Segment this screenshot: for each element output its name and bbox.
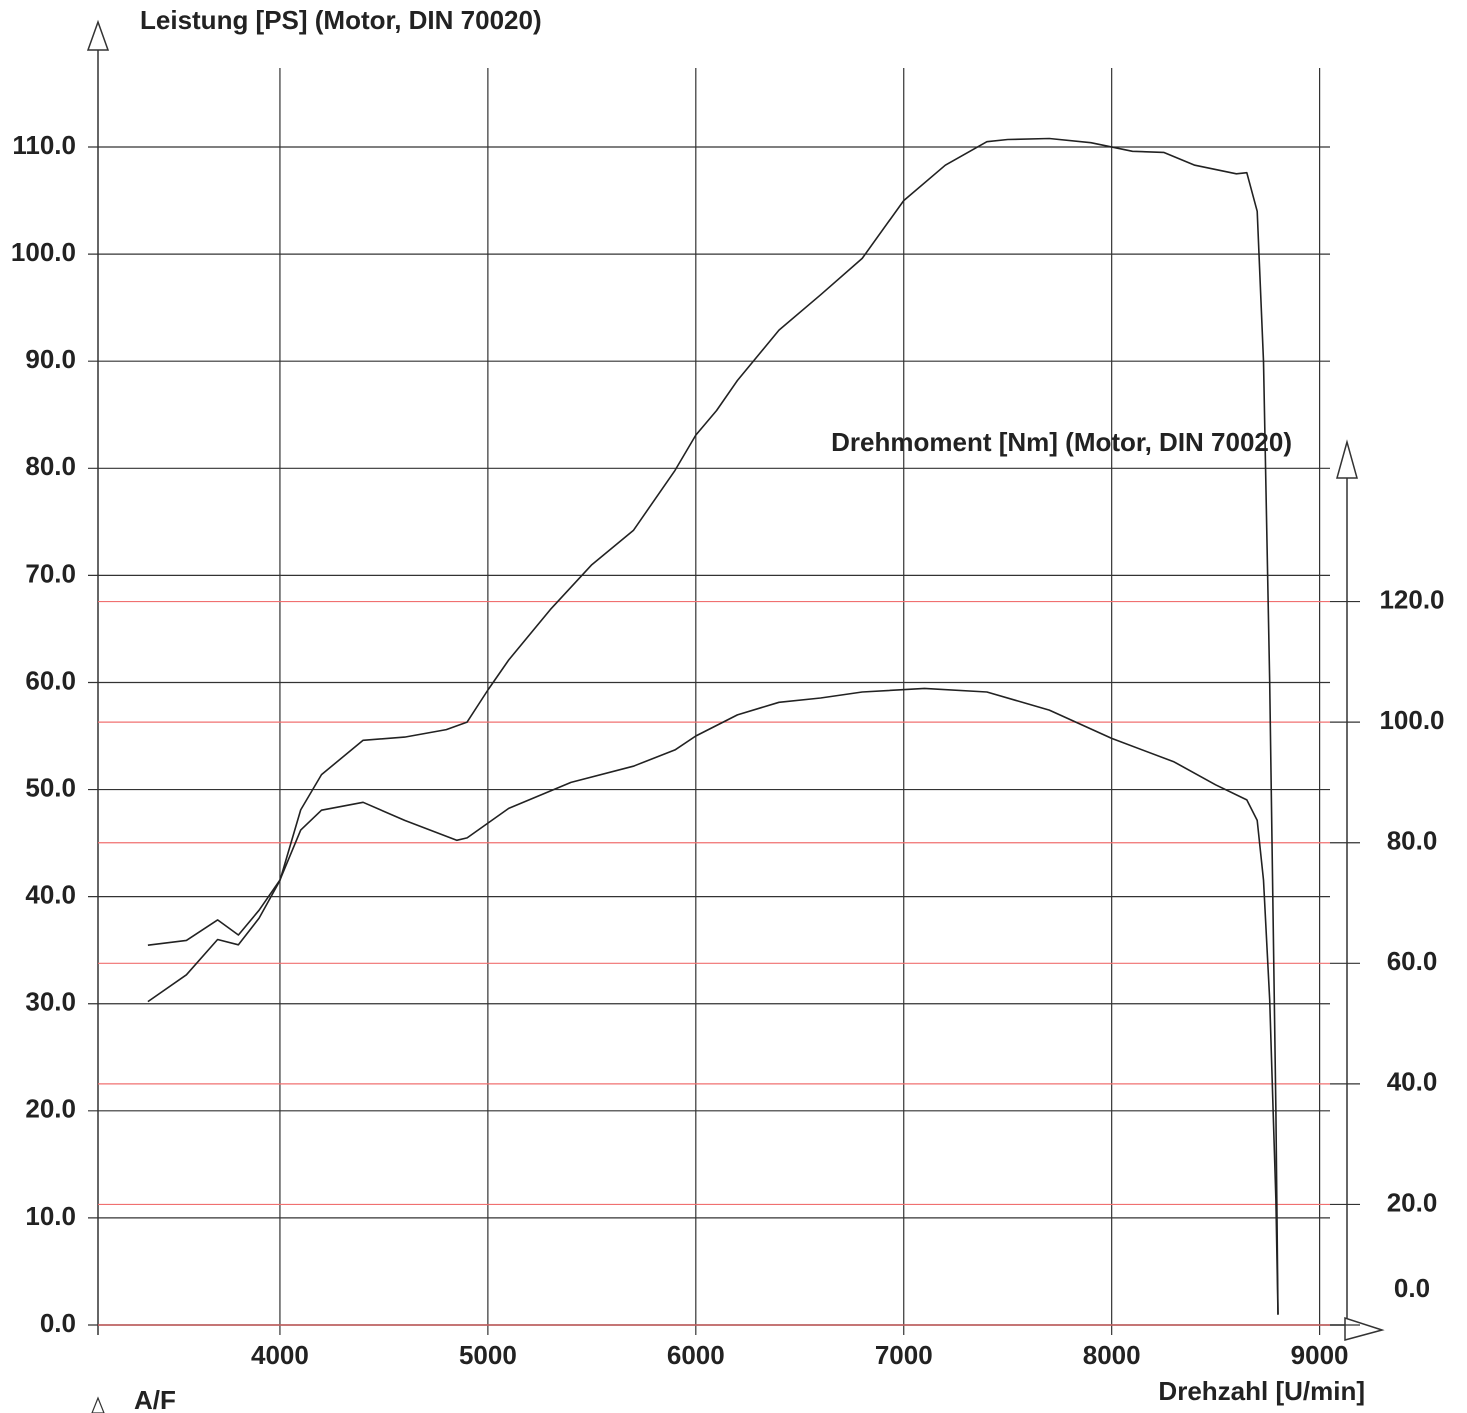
y2-tick-label: 40.0 — [1387, 1067, 1438, 1097]
y2-axis-arrow — [1336, 439, 1358, 479]
x-tick-label: 7000 — [875, 1340, 933, 1370]
y-tick-label: 50.0 — [25, 772, 76, 802]
y-tick-label: 0.0 — [40, 1308, 76, 1338]
y2-tick-label: 100.0 — [1379, 705, 1444, 735]
annotation: A/F — [134, 1385, 176, 1413]
y2-tick-label: 60.0 — [1387, 946, 1438, 976]
y-tick-label: 40.0 — [25, 880, 76, 910]
af-axis-arrow — [91, 1396, 105, 1413]
y2-tick-label: 80.0 — [1387, 826, 1438, 856]
y2-title: Drehmoment [Nm] (Motor, DIN 70020) — [831, 427, 1292, 457]
y-tick-label: 110.0 — [12, 130, 76, 160]
y2-tick-label: 20.0 — [1387, 1187, 1438, 1217]
chart-title: Leistung [PS] (Motor, DIN 70020) — [140, 5, 542, 35]
y2-tick-label: 120.0 — [1379, 584, 1444, 614]
x-axis-label: Drehzahl [U/min] — [1158, 1376, 1365, 1406]
series-line — [147, 687, 1279, 1315]
y-axis-arrow — [86, 19, 110, 51]
y-tick-label: 100.0 — [11, 237, 76, 267]
x-tick-label: 4000 — [251, 1340, 309, 1370]
x-tick-label: 8000 — [1083, 1340, 1141, 1370]
x-tick-label: 6000 — [667, 1340, 725, 1370]
y-tick-label: 90.0 — [25, 344, 76, 374]
series-line — [147, 137, 1279, 1315]
x-tick-label: 9000 — [1291, 1340, 1349, 1370]
x-tick-label: 5000 — [459, 1340, 517, 1370]
y-tick-label: 20.0 — [25, 1094, 76, 1124]
y-tick-label: 70.0 — [25, 558, 76, 588]
y-tick-label: 80.0 — [25, 451, 76, 481]
y-tick-label: 30.0 — [25, 987, 76, 1017]
x-axis-arrow — [1344, 1316, 1385, 1341]
y-tick-label: 10.0 — [25, 1201, 76, 1231]
y2-tick-label: 0.0 — [1394, 1273, 1430, 1303]
y-tick-label: 60.0 — [25, 665, 76, 695]
